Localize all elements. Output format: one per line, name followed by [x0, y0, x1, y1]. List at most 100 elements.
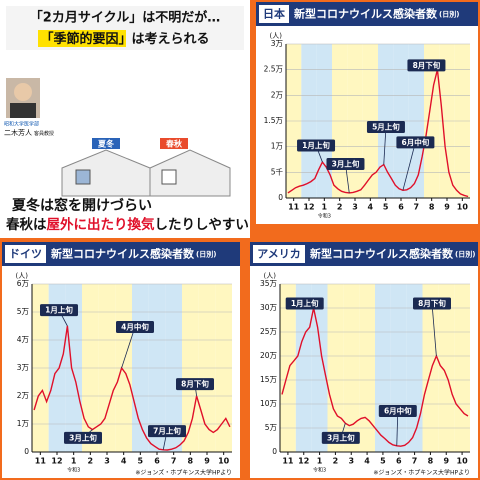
x-tick-label: 3	[104, 457, 110, 466]
person-name: 二木芳人 客員教授	[4, 128, 54, 137]
y-unit: (人)	[270, 32, 283, 40]
y-tick-label: 35万	[260, 279, 278, 288]
x-tick-label: 7	[171, 457, 177, 466]
case-line	[287, 69, 469, 198]
case-line	[33, 325, 231, 451]
season-band	[375, 284, 391, 452]
y-tick-label: 4万	[17, 335, 30, 344]
case-line	[281, 307, 469, 447]
y-tick-label: 2万	[17, 391, 30, 400]
annotation-box	[297, 139, 336, 152]
x-tick-label: 9	[443, 457, 449, 466]
y-tick-label: 15万	[260, 375, 278, 384]
chart-subtitle: (日別)	[439, 10, 459, 19]
annotation-box	[396, 136, 435, 149]
chart-tag-bg	[259, 5, 289, 23]
y-tick-label: 5万	[17, 307, 30, 316]
x-tick-label: 12	[303, 203, 314, 212]
x-tick-label: 11	[282, 457, 294, 466]
y-tick-label: 1万	[271, 142, 284, 151]
x-tick-label: 6	[398, 203, 404, 212]
y-tick-label: 6万	[17, 279, 30, 288]
portrait-face	[14, 83, 32, 101]
annotation: 7月上旬	[153, 426, 181, 436]
era-label: 令和3	[313, 467, 326, 474]
x-tick-label: 10	[218, 457, 230, 466]
source-note: ※ジョンズ・ホプキンス大学HPより	[135, 469, 232, 477]
annotation-pointer	[431, 303, 437, 357]
info-panel: 「2カ月サイクル」は不明だが… 「季節的要因」は考えられる 昭和大学医学部 二木…	[0, 0, 250, 238]
x-tick-label: 11	[288, 203, 300, 212]
chart-title-text: 新型コロナウイルス感染者数	[294, 7, 438, 21]
chart-title: 新型コロナウイルス感染者数 (日別)	[51, 247, 216, 261]
x-tick-label: 2	[88, 457, 94, 466]
headline2: 「季節的要因」は考えられる	[40, 31, 209, 47]
x-tick-label: 3	[348, 457, 354, 466]
spring-tag	[160, 138, 188, 149]
line2-b: 屋外に出たり換気	[47, 216, 155, 233]
x-tick-label: 5	[380, 457, 386, 466]
y-tick-label: 3万	[271, 39, 284, 48]
line2-a: 春秋は	[5, 216, 47, 233]
y-tick-label: 30万	[260, 303, 278, 312]
chart-title-bar	[256, 2, 478, 26]
y-tick-label: 20万	[260, 351, 278, 360]
x-tick-label: 4	[368, 203, 374, 212]
x-tick-label: 2	[337, 203, 343, 212]
x-tick-label: 8	[188, 457, 194, 466]
line2-c: したりしやすい	[155, 217, 249, 233]
x-tick-label: 4	[121, 457, 127, 466]
x-tick-label: 8	[429, 203, 435, 212]
season-band	[280, 284, 296, 452]
annotation-box	[176, 378, 214, 391]
season-band	[311, 284, 328, 452]
annotation: 6月中旬	[402, 137, 430, 147]
annotation: 3月上旬	[332, 158, 360, 168]
y-tick-label: 25万	[260, 327, 278, 336]
chart: 日本 新型コロナウイルス感染者数 (日別) (人) 0 5千 1万 1.5万 2万 2.5万 3万 1…	[256, 2, 478, 224]
annotation-box	[40, 304, 78, 317]
chart-subtitle: (日別)	[196, 250, 216, 259]
x-tick-label: 11	[35, 457, 47, 466]
annotation-box	[285, 297, 324, 310]
annotation: 3月上旬	[69, 432, 97, 442]
y-tick-label: 10万	[260, 399, 278, 408]
y-tick-label: 0	[272, 447, 277, 456]
x-tick-label: 1	[317, 457, 323, 466]
x-tick-label: 12	[51, 457, 62, 466]
line1: 夏冬は窓を開けづらい	[12, 197, 152, 214]
y-tick-label: 2万	[271, 90, 284, 99]
chart-title: 新型コロナウイルス感染者数 (日別)	[310, 247, 475, 261]
y-tick-label: 2.5万	[264, 65, 284, 74]
annotation: 1月上旬	[302, 140, 330, 150]
annotation-box	[116, 320, 154, 333]
annotation-pointer	[121, 326, 136, 369]
x-tick-label: 5	[383, 203, 389, 212]
season-band	[343, 284, 360, 452]
annotation-box	[148, 425, 186, 438]
annotation: 1月上旬	[45, 305, 73, 315]
chart-title-text: 新型コロナウイルス感染者数	[310, 247, 454, 261]
y-unit: (人)	[16, 272, 29, 280]
winter-tag	[92, 138, 120, 149]
chart-tag-bg	[253, 245, 305, 263]
annotation: 3月上旬	[327, 432, 355, 442]
x-tick-label: 9	[204, 457, 210, 466]
chart: アメリカ 新型コロナウイルス感染者数 (日別) (人) 0 5万 10万 15万 20万 25万 3…	[250, 242, 478, 478]
annotation: 8月下旬	[418, 298, 446, 308]
chart-tag: アメリカ	[257, 248, 300, 261]
label-spring: 春秋	[166, 139, 183, 149]
chart-tag-bg	[5, 245, 46, 263]
annotation-box	[321, 431, 360, 444]
x-tick-label: 7	[412, 457, 418, 466]
annotation: 8月下旬	[413, 60, 441, 70]
season-band	[438, 284, 455, 452]
window-closed	[75, 169, 91, 185]
x-tick-label: 2	[333, 457, 339, 466]
x-tick-label: 1	[322, 203, 328, 212]
chart-tag: 日本	[263, 7, 285, 21]
x-tick-label: 6	[154, 457, 160, 466]
chart-tag: ドイツ	[9, 248, 42, 261]
